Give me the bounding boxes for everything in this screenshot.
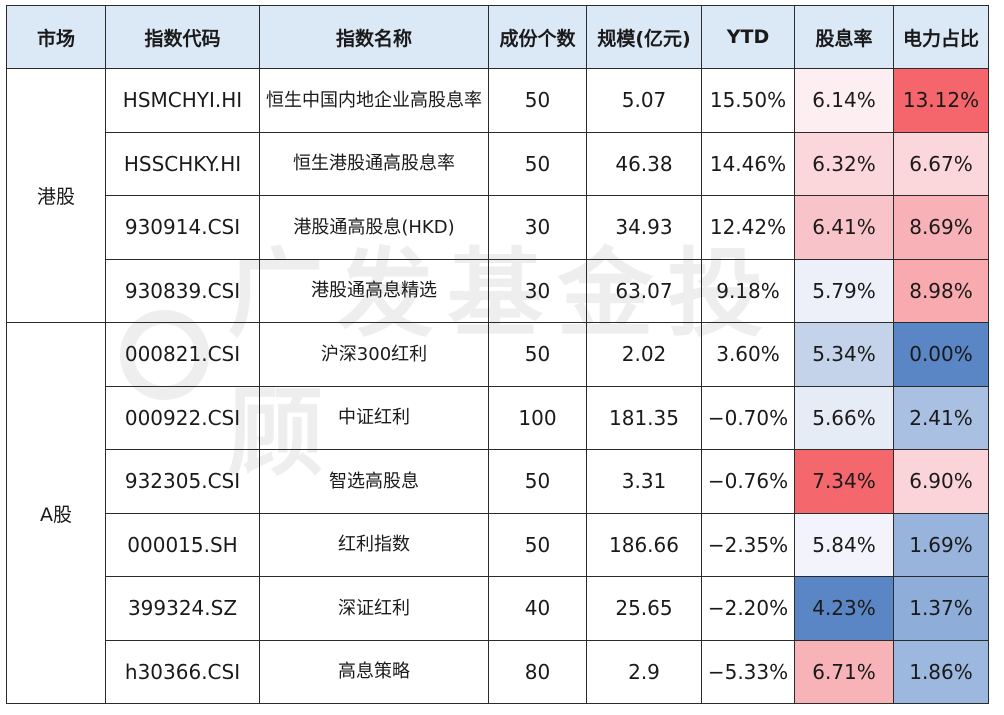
count-cell: 50 bbox=[488, 68, 587, 133]
count-cell: 50 bbox=[488, 449, 587, 514]
power-cell: 8.98% bbox=[893, 258, 989, 323]
header-row: 市场 指数代码 指数名称 成份个数 规模(亿元) YTD 股息率 电力占比 bbox=[6, 5, 989, 69]
dividend-cell: 6.41% bbox=[794, 195, 894, 260]
name-cell: 红利指数 bbox=[259, 512, 489, 577]
dividend-cell: 6.32% bbox=[794, 131, 894, 196]
count-cell: 30 bbox=[488, 258, 587, 323]
header-scale: 规模(亿元) bbox=[586, 5, 702, 69]
scale-cell: 3.31 bbox=[586, 449, 702, 514]
count-cell: 40 bbox=[488, 576, 587, 641]
power-cell: 6.67% bbox=[893, 131, 989, 196]
scale-cell: 186.66 bbox=[586, 512, 702, 577]
market-cell-hk: 港股 bbox=[6, 68, 106, 323]
table-row: 930914.CSI 港股通高股息(HKD) 30 34.93 12.42% 6… bbox=[7, 195, 989, 260]
count-cell: 80 bbox=[488, 639, 587, 704]
scale-cell: 181.35 bbox=[586, 385, 702, 450]
name-cell: 中证红利 bbox=[259, 385, 489, 450]
table-row: h30366.CSI 高息策略 80 2.9 −5.33% 6.71% 1.86… bbox=[7, 639, 989, 704]
code-cell: 932305.CSI bbox=[105, 449, 260, 514]
ytd-cell: −2.20% bbox=[701, 576, 795, 641]
ytd-cell: 9.18% bbox=[701, 258, 795, 323]
code-cell: 399324.SZ bbox=[105, 576, 260, 641]
header-dividend: 股息率 bbox=[794, 5, 894, 69]
name-cell: 深证红利 bbox=[259, 576, 489, 641]
dividend-cell: 6.14% bbox=[794, 68, 894, 133]
name-cell: 恒生港股通高股息率 bbox=[259, 131, 489, 196]
dividend-cell: 5.84% bbox=[794, 512, 894, 577]
table-row: 000015.SH 红利指数 50 186.66 −2.35% 5.84% 1.… bbox=[7, 512, 989, 577]
code-cell: h30366.CSI bbox=[105, 639, 260, 704]
dividend-cell: 7.34% bbox=[794, 449, 894, 514]
header-ytd: YTD bbox=[701, 5, 795, 69]
scale-cell: 25.65 bbox=[586, 576, 702, 641]
code-cell: 000821.CSI bbox=[105, 322, 260, 387]
ytd-cell: 3.60% bbox=[701, 322, 795, 387]
code-cell: 930914.CSI bbox=[105, 195, 260, 260]
dividend-cell: 4.23% bbox=[794, 576, 894, 641]
ytd-cell: −2.35% bbox=[701, 512, 795, 577]
dividend-cell: 6.71% bbox=[794, 639, 894, 704]
name-cell: 高息策略 bbox=[259, 639, 489, 704]
power-cell: 1.69% bbox=[893, 512, 989, 577]
scale-cell: 2.9 bbox=[586, 639, 702, 704]
scale-cell: 46.38 bbox=[586, 131, 702, 196]
power-cell: 6.90% bbox=[893, 449, 989, 514]
index-table: 市场 指数代码 指数名称 成份个数 规模(亿元) YTD 股息率 电力占比 港股… bbox=[6, 5, 989, 704]
table-row: HSSCHKY.HI 恒生港股通高股息率 50 46.38 14.46% 6.3… bbox=[7, 131, 989, 196]
name-cell: 沪深300红利 bbox=[259, 322, 489, 387]
header-code: 指数代码 bbox=[105, 5, 260, 69]
ytd-cell: 15.50% bbox=[701, 68, 795, 133]
count-cell: 100 bbox=[488, 385, 587, 450]
table-row: A股 000821.CSI 沪深300红利 50 2.02 3.60% 5.34… bbox=[6, 322, 989, 704]
table-row: 930839.CSI 港股通高息精选 30 63.07 9.18% 5.79% … bbox=[7, 258, 989, 323]
name-cell: 港股通高息精选 bbox=[259, 258, 489, 323]
count-cell: 30 bbox=[488, 195, 587, 260]
market-cell-a: A股 bbox=[6, 322, 106, 704]
header-market: 市场 bbox=[6, 5, 106, 69]
table-row: 399324.SZ 深证红利 40 25.65 −2.20% 4.23% 1.3… bbox=[7, 576, 989, 641]
code-cell: 930839.CSI bbox=[105, 258, 260, 323]
ytd-cell: 14.46% bbox=[701, 131, 795, 196]
code-cell: 000015.SH bbox=[105, 512, 260, 577]
table-row: 932305.CSI 智选高股息 50 3.31 −0.76% 7.34% 6.… bbox=[7, 449, 989, 514]
count-cell: 50 bbox=[488, 322, 587, 387]
ytd-cell: −0.76% bbox=[701, 449, 795, 514]
scale-cell: 63.07 bbox=[586, 258, 702, 323]
power-cell: 1.37% bbox=[893, 576, 989, 641]
count-cell: 50 bbox=[488, 512, 587, 577]
header-power: 电力占比 bbox=[893, 5, 989, 69]
ytd-cell: −0.70% bbox=[701, 385, 795, 450]
header-count: 成份个数 bbox=[488, 5, 587, 69]
power-cell: 0.00% bbox=[893, 322, 989, 387]
code-cell: HSMCHYI.HI bbox=[105, 68, 260, 133]
count-cell: 50 bbox=[488, 131, 587, 196]
power-cell: 8.69% bbox=[893, 195, 989, 260]
table-row: 港股 HSMCHYI.HI 恒生中国内地企业高股息率 50 5.07 15.50… bbox=[6, 68, 989, 323]
power-cell: 1.86% bbox=[893, 639, 989, 704]
name-cell: 恒生中国内地企业高股息率 bbox=[259, 68, 489, 133]
scale-cell: 2.02 bbox=[586, 322, 702, 387]
power-cell: 2.41% bbox=[893, 385, 989, 450]
dividend-cell: 5.34% bbox=[794, 322, 894, 387]
header-name: 指数名称 bbox=[259, 5, 489, 69]
code-cell: 000922.CSI bbox=[105, 385, 260, 450]
table-row: 000922.CSI 中证红利 100 181.35 −0.70% 5.66% … bbox=[7, 385, 989, 450]
dividend-cell: 5.79% bbox=[794, 258, 894, 323]
power-cell: 13.12% bbox=[893, 68, 989, 133]
ytd-cell: 12.42% bbox=[701, 195, 795, 260]
scale-cell: 34.93 bbox=[586, 195, 702, 260]
scale-cell: 5.07 bbox=[586, 68, 702, 133]
code-cell: HSSCHKY.HI bbox=[105, 131, 260, 196]
name-cell: 港股通高股息(HKD) bbox=[259, 195, 489, 260]
dividend-cell: 5.66% bbox=[794, 385, 894, 450]
name-cell: 智选高股息 bbox=[259, 449, 489, 514]
ytd-cell: −5.33% bbox=[701, 639, 795, 704]
